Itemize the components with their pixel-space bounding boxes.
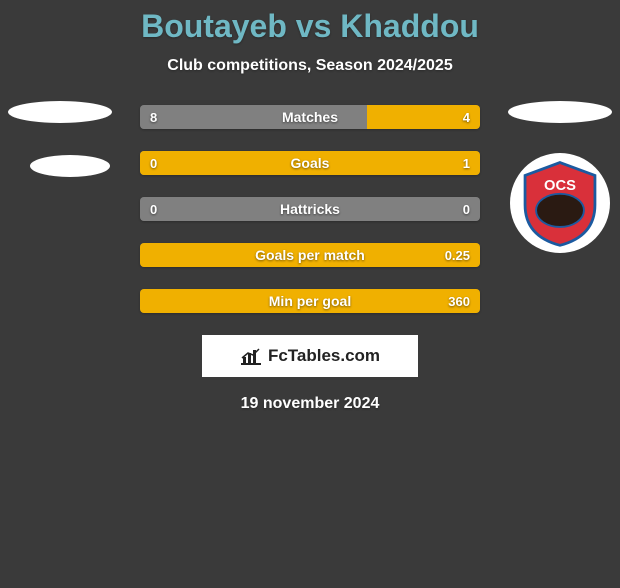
stat-label: Goals [140,151,480,175]
stat-row: Min per goal360 [140,289,480,313]
stat-label: Hattricks [140,197,480,221]
stat-value-right: 1 [453,151,480,175]
stat-label: Matches [140,105,480,129]
stat-row: Hattricks0 0 [140,197,480,221]
stat-value-right: 4 [453,105,480,129]
stat-label: Min per goal [140,289,480,313]
left-team-avatar [30,155,110,177]
comparison-arena: OCS Matches84Goals01Hattricks00Goals per… [0,105,620,313]
watermark-text: FcTables.com [268,346,380,366]
stat-value-left: 0 [140,151,167,175]
stat-label: Goals per match [140,243,480,267]
stat-bars: Matches84Goals01Hattricks00Goals per mat… [140,105,480,313]
right-team-avatar: OCS [510,153,610,253]
page-subtitle: Club competitions, Season 2024/2025 [0,57,620,75]
stat-value-left [140,289,160,313]
right-player-avatar [508,101,612,123]
stat-row: Matches8 4 [140,105,480,129]
right-club-badge: OCS [510,153,610,253]
chart-icon [240,347,262,365]
stat-row: Goals per match0.25 [140,243,480,267]
stat-value-right: 0 [453,197,480,221]
page-title: Boutayeb vs Khaddou [0,8,620,45]
svg-text:OCS: OCS [544,178,576,194]
stat-value-right: 0.25 [435,243,480,267]
stat-value-left: 8 [140,105,167,129]
stat-value-right: 360 [438,289,480,313]
stat-row: Goals0 1 [140,151,480,175]
snapshot-date: 19 november 2024 [0,395,620,413]
left-player-avatar [8,101,112,123]
stat-value-left: 0 [140,197,167,221]
stat-value-left [140,243,160,267]
watermark: FcTables.com [202,335,418,377]
